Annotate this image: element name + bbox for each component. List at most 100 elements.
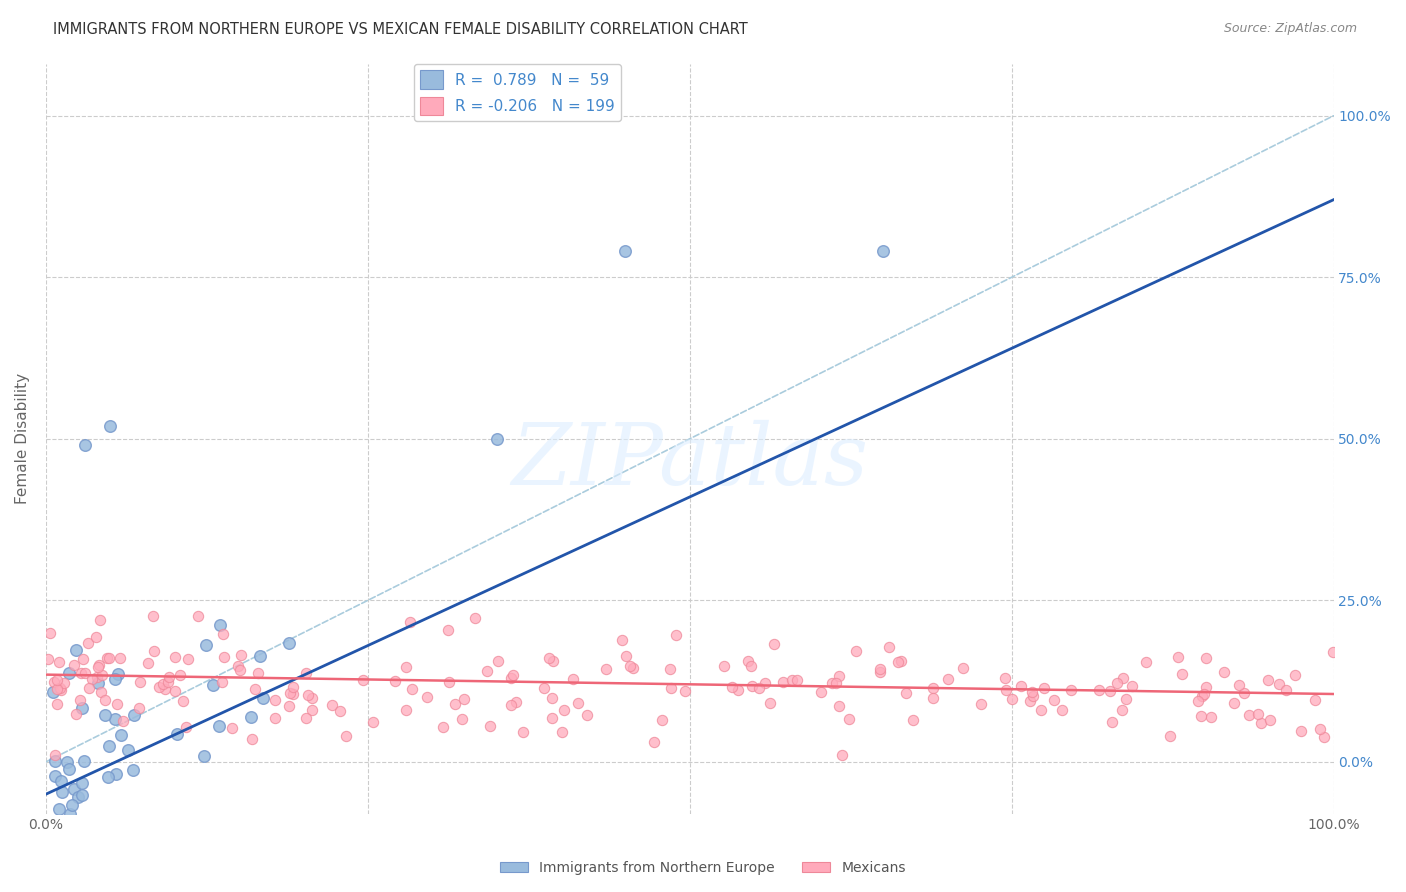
Point <box>295 711 318 725</box>
Point <box>212 650 235 665</box>
Point <box>763 637 786 651</box>
Point <box>60 797 83 812</box>
Point <box>58 762 80 776</box>
Point <box>44 675 66 690</box>
Point <box>246 666 269 681</box>
Point <box>1135 655 1157 669</box>
Point <box>105 697 128 711</box>
Point <box>44 882 66 892</box>
Point <box>437 623 460 637</box>
Point <box>772 674 794 689</box>
Point <box>240 731 263 746</box>
Point <box>49 774 72 789</box>
Point <box>82 834 104 848</box>
Point <box>63 781 86 796</box>
Point <box>1194 650 1216 665</box>
Point <box>110 728 132 742</box>
Point <box>1010 679 1032 693</box>
Point <box>533 681 555 695</box>
Point <box>659 681 682 696</box>
Point <box>1257 673 1279 687</box>
Point <box>810 685 832 699</box>
Point <box>45 673 67 687</box>
Point <box>1260 713 1282 727</box>
Point <box>104 672 127 686</box>
Point <box>49 681 72 695</box>
Point <box>415 690 437 704</box>
Point <box>352 673 374 688</box>
Point <box>55 756 77 770</box>
Point <box>94 708 117 723</box>
Point <box>1159 729 1181 743</box>
Point <box>451 712 474 726</box>
Point <box>91 814 114 829</box>
Point <box>395 703 418 717</box>
Point <box>69 665 91 680</box>
Point <box>48 655 70 669</box>
Point <box>104 712 127 726</box>
Point <box>44 769 66 783</box>
Point <box>432 720 454 734</box>
Point <box>540 690 562 705</box>
Point <box>321 698 343 712</box>
Point <box>297 688 319 702</box>
Point <box>562 672 585 686</box>
Point <box>163 649 186 664</box>
Point <box>643 735 665 749</box>
Point <box>98 418 121 433</box>
Point <box>56 888 79 892</box>
Point <box>894 686 917 700</box>
Point <box>872 244 894 259</box>
Point <box>69 693 91 707</box>
Point <box>229 648 252 662</box>
Point <box>1322 645 1344 659</box>
Point <box>1021 685 1043 699</box>
Point <box>1021 689 1043 703</box>
Point <box>780 673 803 687</box>
Point <box>73 754 96 768</box>
Point <box>1107 676 1129 690</box>
Point <box>44 754 66 768</box>
Point <box>828 699 851 714</box>
Point <box>157 670 180 684</box>
Point <box>1275 683 1298 698</box>
Point <box>301 702 323 716</box>
Point <box>77 635 100 649</box>
Point <box>1060 682 1083 697</box>
Point <box>59 806 82 821</box>
Point <box>443 697 465 711</box>
Point <box>713 659 735 673</box>
Point <box>90 685 112 699</box>
Point <box>903 713 925 727</box>
Point <box>838 713 860 727</box>
Legend: R =  0.789   N =  59, R = -0.206   N = 199: R = 0.789 N = 59, R = -0.206 N = 199 <box>415 64 621 121</box>
Point <box>673 683 696 698</box>
Point <box>921 691 943 706</box>
Point <box>97 770 120 784</box>
Point <box>486 654 509 668</box>
Point <box>128 847 150 862</box>
Point <box>1189 709 1212 723</box>
Point <box>512 725 534 739</box>
Point <box>621 660 644 674</box>
Point <box>177 651 200 665</box>
Point <box>1111 703 1133 717</box>
Point <box>128 701 150 715</box>
Point <box>152 677 174 691</box>
Point <box>49 850 72 864</box>
Point <box>595 662 617 676</box>
Point <box>239 710 262 724</box>
Point <box>221 721 243 735</box>
Point <box>112 714 135 728</box>
Point <box>995 682 1018 697</box>
Point <box>1019 694 1042 708</box>
Point <box>567 696 589 710</box>
Point <box>1098 683 1121 698</box>
Y-axis label: Female Disability: Female Disability <box>15 373 30 504</box>
Point <box>264 711 287 725</box>
Point <box>117 743 139 757</box>
Point <box>1050 703 1073 717</box>
Point <box>66 878 89 892</box>
Point <box>49 682 72 697</box>
Point <box>748 681 770 695</box>
